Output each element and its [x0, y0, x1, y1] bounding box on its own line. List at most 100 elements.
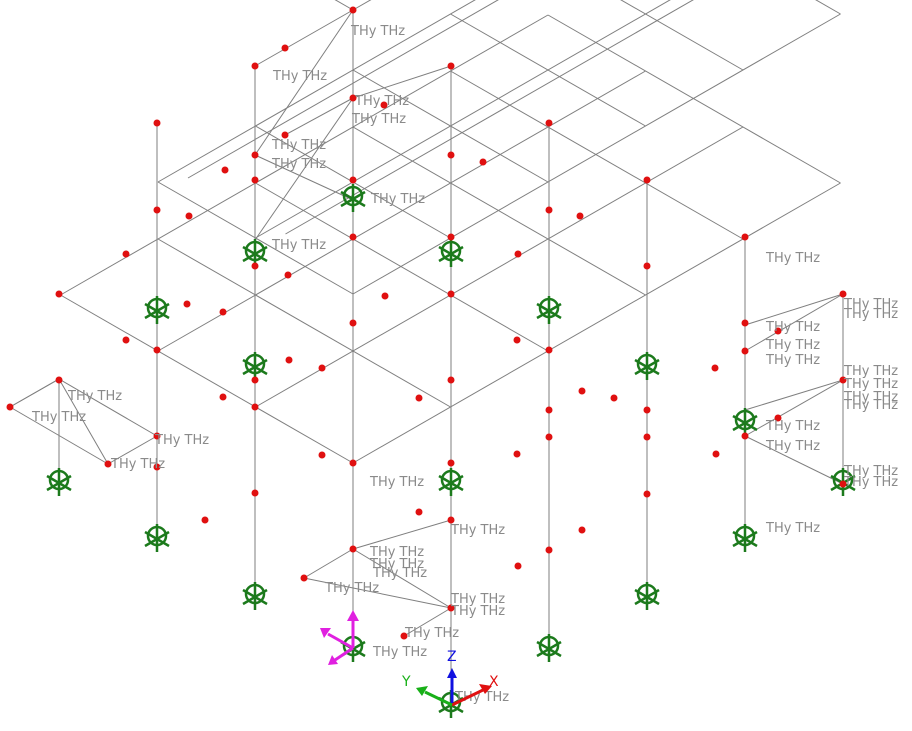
- joint-node: [281, 131, 289, 139]
- joint-node: [349, 94, 357, 102]
- joint-node: [447, 516, 455, 524]
- joint-node: [447, 151, 455, 159]
- fixed-support-icon: [46, 468, 72, 496]
- y-axis-arrow-icon: [424, 690, 453, 707]
- beam-line: [334, 0, 354, 11]
- joint-node: [300, 574, 308, 582]
- joint-node: [251, 262, 259, 270]
- end-release-label: THy THz: [450, 523, 505, 538]
- fixed-support-icon: [438, 239, 464, 267]
- beam-line: [285, 0, 694, 235]
- y-axis-head-icon: [416, 686, 428, 696]
- brace-line: [744, 435, 844, 485]
- end-release-label: THy THz: [765, 439, 820, 454]
- joint-node: [349, 545, 357, 553]
- end-release-label: THy THz: [450, 604, 505, 619]
- joint-node: [741, 319, 749, 327]
- end-release-label: THy THz: [450, 592, 505, 607]
- end-release-label: THy THz: [324, 581, 379, 596]
- joint-node: [219, 308, 227, 316]
- joint-node: [55, 376, 63, 384]
- joint-node: [545, 406, 553, 414]
- fixed-support-icon: [634, 582, 660, 610]
- end-release-label: THy THz: [31, 410, 86, 425]
- joint-node: [380, 101, 388, 109]
- joint-node: [545, 206, 553, 214]
- joint-node: [6, 403, 14, 411]
- beam-line: [255, 126, 744, 408]
- joint-node: [741, 347, 749, 355]
- load-gizmo-icon[interactable]: [320, 610, 359, 665]
- end-release-label: THy THz: [765, 320, 820, 335]
- joint-node: [839, 480, 847, 488]
- joint-node: [839, 376, 847, 384]
- end-release-label: THy THz: [110, 457, 165, 472]
- joint-node: [514, 562, 522, 570]
- joint-node: [514, 250, 522, 258]
- beam-line: [60, 294, 354, 464]
- end-release-label: THy THz: [272, 69, 327, 84]
- gizmo-up-head-icon: [347, 610, 359, 621]
- joint-node: [513, 450, 521, 458]
- bracing-members: [9, 9, 844, 637]
- joint-node: [349, 459, 357, 467]
- joint-node: [122, 336, 130, 344]
- joint-node: [839, 290, 847, 298]
- joint-node: [251, 403, 259, 411]
- joint-node: [381, 292, 389, 300]
- fixed-support-icon: [242, 352, 268, 380]
- joint-node: [741, 233, 749, 241]
- joint-node: [251, 489, 259, 497]
- joint-node: [400, 632, 408, 640]
- joint-node: [643, 433, 651, 441]
- joint-node: [104, 460, 112, 468]
- joint-node: [285, 356, 293, 364]
- brace-line: [352, 65, 452, 99]
- joint-node: [576, 212, 584, 220]
- end-release-label: THy THz: [454, 690, 509, 705]
- joint-node: [513, 336, 521, 344]
- end-release-label: THy THz: [372, 566, 427, 581]
- gizmo-down-head-icon: [328, 655, 338, 665]
- joint-node: [545, 433, 553, 441]
- joint-node: [153, 432, 161, 440]
- joint-node: [447, 233, 455, 241]
- end-release-label: THy THz: [271, 157, 326, 172]
- gizmo-left-head-icon: [320, 628, 331, 638]
- beam-line: [547, 14, 841, 184]
- brace-line: [352, 548, 452, 609]
- brace-line: [303, 577, 452, 609]
- joint-node: [318, 364, 326, 372]
- joint-node: [221, 166, 229, 174]
- brace-line: [352, 519, 452, 550]
- joint-node: [545, 346, 553, 354]
- brace-line: [9, 378, 60, 408]
- joint-node: [712, 450, 720, 458]
- brace-line: [254, 97, 354, 241]
- joint-node: [447, 62, 455, 70]
- joint-node: [201, 516, 209, 524]
- brace-line: [744, 293, 844, 352]
- end-release-label: THy THz: [765, 521, 820, 536]
- joint-node: [447, 604, 455, 612]
- beam-line: [255, 0, 671, 239]
- axis-triad: X Y Z: [401, 649, 499, 707]
- joint-node: [251, 176, 259, 184]
- fixed-support-icon: [732, 524, 758, 552]
- brace-line: [254, 9, 354, 67]
- joint-node: [251, 62, 259, 70]
- y-axis-label: Y: [401, 674, 411, 690]
- joint-node: [447, 459, 455, 467]
- beam-line: [157, 238, 451, 408]
- brace-line: [254, 9, 354, 156]
- joint-node: [545, 119, 553, 127]
- joint-node: [545, 546, 553, 554]
- joint-node: [153, 206, 161, 214]
- joint-node: [643, 490, 651, 498]
- end-release-label: THy THz: [354, 94, 409, 109]
- joint-node: [479, 158, 487, 166]
- brace-line: [744, 379, 844, 437]
- joint-node: [349, 233, 357, 241]
- joint-node: [251, 376, 259, 384]
